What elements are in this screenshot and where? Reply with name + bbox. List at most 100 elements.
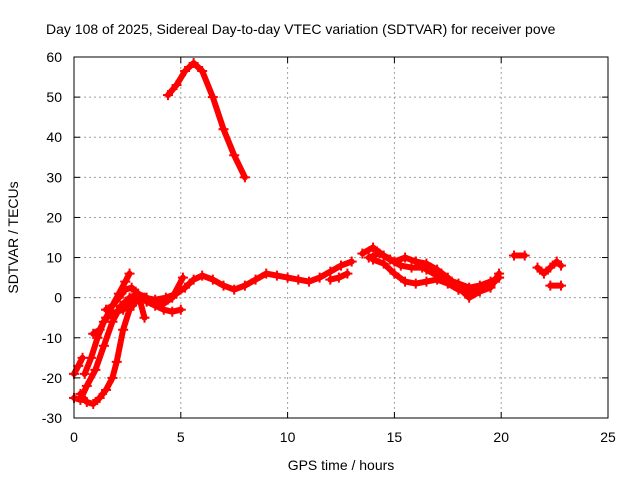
data-point	[188, 274, 199, 285]
data-point	[141, 296, 152, 307]
data-point	[150, 300, 161, 311]
y-tick-label: -10	[42, 330, 62, 346]
series-arc-left-short	[69, 352, 88, 379]
series-line	[77, 258, 355, 407]
data-point	[303, 276, 314, 287]
y-axis-title: SDTVAR / TECUs	[5, 181, 21, 293]
data-point	[118, 304, 129, 315]
series-arc-main	[75, 256, 357, 409]
data-point	[261, 268, 272, 279]
data-point	[111, 306, 122, 317]
data-point	[556, 260, 567, 271]
data-point	[197, 66, 208, 77]
data-point	[385, 254, 396, 265]
data-point	[73, 360, 84, 371]
y-tick-label: 60	[46, 49, 62, 65]
data-point	[101, 312, 112, 323]
data-point	[133, 288, 144, 299]
data-point	[363, 252, 374, 263]
data-point	[538, 268, 549, 279]
data-point	[79, 368, 90, 379]
data-point	[474, 280, 485, 291]
data-point	[400, 252, 411, 263]
data-point	[86, 352, 97, 363]
series-arc-dash-a	[509, 250, 530, 261]
data-point	[333, 272, 344, 283]
data-point	[229, 150, 240, 161]
data-point	[406, 262, 417, 273]
data-point	[442, 274, 453, 285]
series-group	[69, 58, 567, 409]
data-point	[207, 92, 218, 103]
data-point	[177, 272, 188, 283]
data-point	[410, 256, 421, 267]
data-point	[90, 364, 101, 375]
data-point	[111, 356, 122, 367]
data-point	[167, 306, 178, 317]
data-point	[101, 384, 112, 395]
data-point	[120, 276, 131, 287]
data-point	[464, 282, 475, 293]
data-point	[188, 58, 199, 69]
data-point	[88, 328, 99, 339]
data-point	[162, 90, 173, 101]
series-arc-dash-c	[545, 280, 567, 291]
data-point	[239, 172, 250, 183]
data-point	[180, 66, 191, 77]
data-point	[250, 274, 261, 285]
data-point	[218, 124, 229, 135]
data-point	[325, 274, 336, 285]
data-point	[171, 80, 182, 91]
data-point	[368, 242, 379, 253]
data-point	[494, 272, 505, 283]
data-point	[158, 304, 169, 315]
series-arc-late-e	[442, 272, 505, 293]
y-tick-label: 20	[46, 209, 62, 225]
x-axis-title: GPS time / hours	[288, 457, 395, 473]
data-point	[336, 260, 346, 271]
data-point	[101, 304, 112, 315]
grid	[74, 57, 608, 418]
data-point	[81, 380, 92, 391]
data-point	[167, 292, 178, 303]
x-tick-label: 15	[387, 429, 403, 445]
data-point	[357, 248, 368, 259]
series-arc-mid-short	[325, 268, 353, 285]
data-point	[464, 292, 475, 303]
data-point	[485, 276, 496, 287]
data-point	[77, 352, 88, 363]
data-point	[545, 262, 556, 273]
y-tick-label: 30	[46, 169, 62, 185]
data-point	[342, 268, 353, 279]
data-point	[107, 316, 118, 327]
data-point	[124, 268, 135, 279]
plot-frame	[73, 56, 609, 419]
data-point	[293, 274, 304, 285]
data-point	[124, 296, 135, 307]
x-tick-label: 5	[177, 429, 185, 445]
data-point	[556, 280, 567, 291]
y-tick-label: 0	[54, 290, 62, 306]
data-point	[519, 250, 530, 261]
x-tick-label: 25	[600, 429, 616, 445]
data-point	[282, 272, 293, 283]
data-point	[239, 280, 250, 291]
x-tick-label: 20	[493, 429, 509, 445]
ticks: 0 5 10 15 20 25 -30 -20 -10 0 10 20 30 40 50 60	[42, 49, 616, 445]
y-tick-label: 40	[46, 129, 62, 145]
series-arc-peak	[162, 58, 250, 183]
data-point	[545, 280, 556, 291]
data-point	[453, 278, 464, 289]
data-point	[432, 274, 443, 285]
data-point	[94, 324, 105, 335]
data-point	[113, 292, 124, 303]
data-point	[94, 392, 105, 403]
y-tick-label: -20	[42, 370, 62, 386]
x-tick-label: 10	[280, 429, 296, 445]
data-point	[421, 276, 432, 287]
data-point	[180, 282, 191, 293]
data-point	[325, 266, 336, 277]
data-point	[197, 270, 208, 281]
data-point	[314, 272, 325, 283]
